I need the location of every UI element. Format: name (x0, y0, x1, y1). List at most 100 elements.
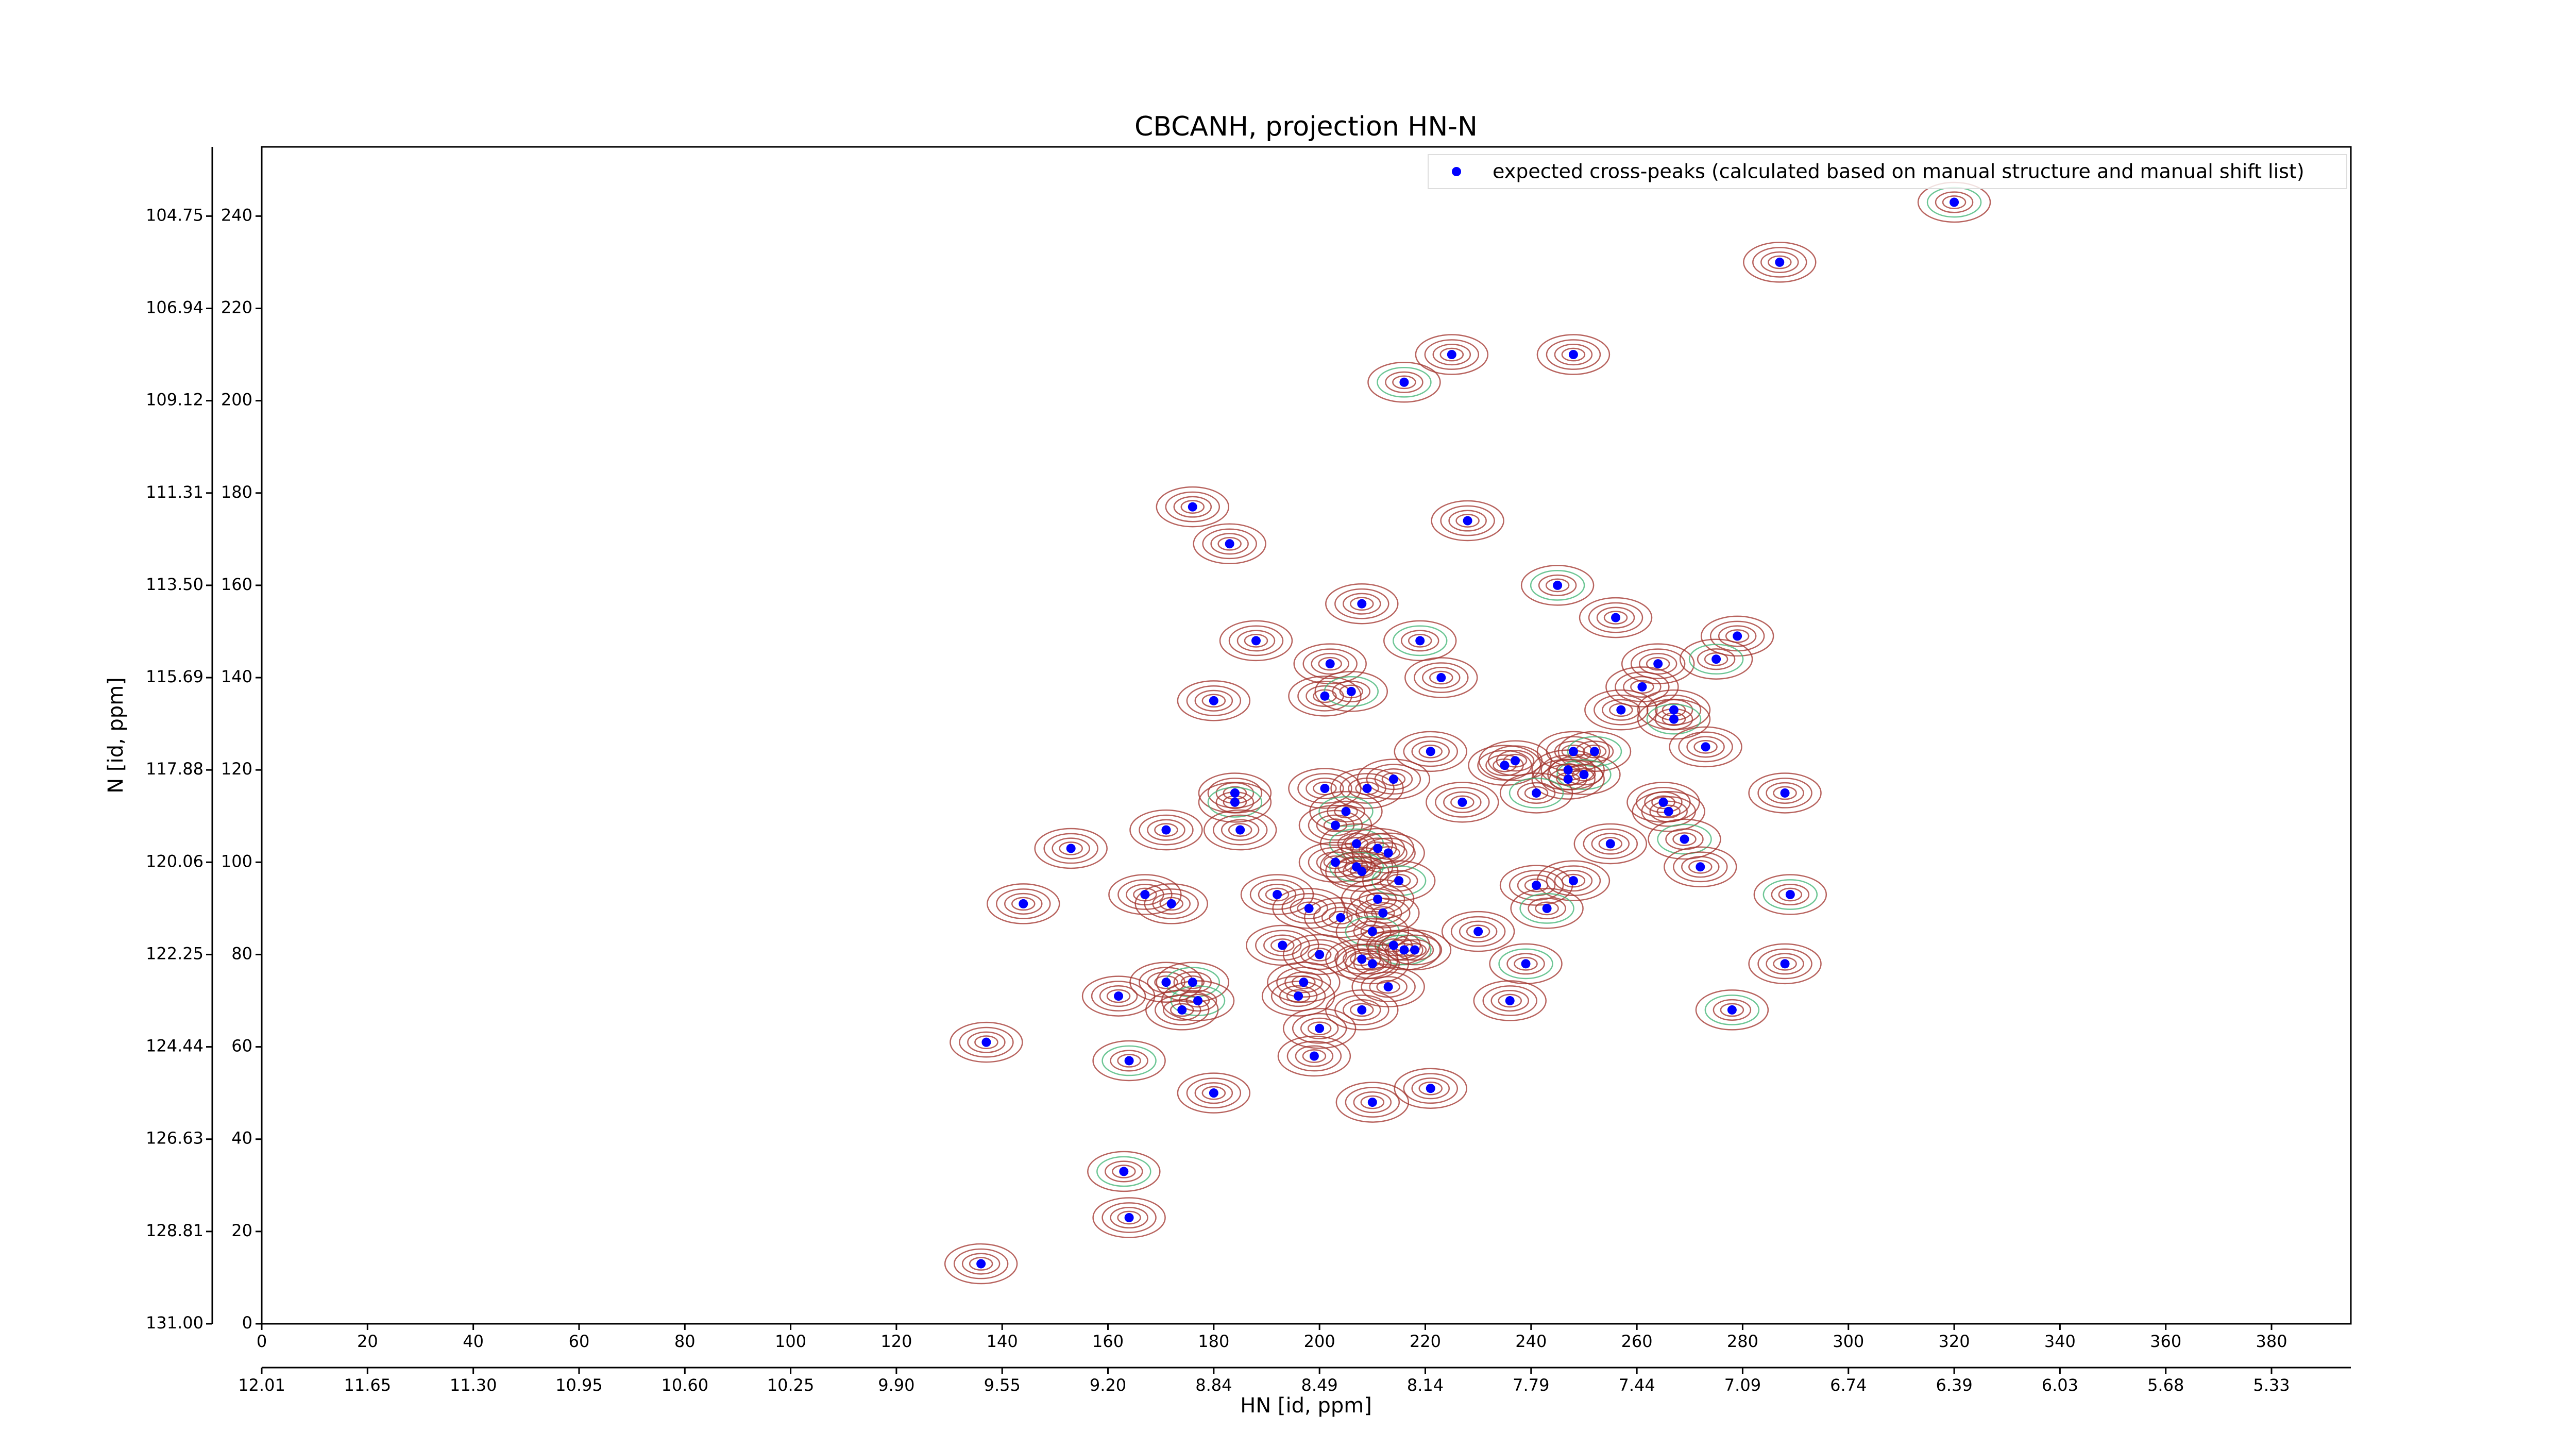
contour (1509, 778, 1564, 808)
contour (1081, 975, 1156, 1017)
y2-tick-label: 113.50 (146, 575, 204, 594)
contour (1448, 510, 1487, 532)
contour (1514, 957, 1538, 971)
contour (1308, 810, 1363, 841)
contour (1392, 625, 1448, 656)
cross-peak (1463, 516, 1472, 526)
contour (1466, 924, 1490, 939)
contour (1664, 846, 1737, 888)
y-tick-label: 220 (221, 297, 252, 317)
contour (1387, 934, 1443, 966)
contour (1194, 689, 1233, 712)
x2-tick-label: 11.30 (450, 1375, 497, 1395)
contour (1355, 897, 1411, 929)
cross-peak (1447, 350, 1456, 360)
x2-tick-label: 10.25 (767, 1375, 815, 1395)
cross-peak (1579, 770, 1589, 780)
cross-peak (1230, 788, 1240, 798)
contour (1236, 630, 1276, 652)
cross-peak (1780, 959, 1790, 969)
y2-tick-label: 109.12 (146, 390, 204, 410)
contour (1482, 985, 1537, 1016)
contour (1139, 814, 1194, 846)
cross-peak (1341, 806, 1351, 816)
x2-tick-label: 6.39 (1936, 1375, 1972, 1395)
contour (1261, 975, 1335, 1017)
cross-peak (1346, 686, 1356, 696)
cross-peak (1320, 691, 1330, 701)
contour (1583, 828, 1638, 860)
contour (1704, 652, 1728, 666)
contour (1536, 334, 1611, 375)
contour (1411, 1077, 1450, 1100)
contour (1293, 643, 1367, 684)
contour (1626, 782, 1700, 823)
cross-peak (1532, 881, 1541, 890)
y-tick-label: 80 (231, 943, 252, 963)
cross-peak (1473, 926, 1483, 936)
x2-tick-label: 12.01 (238, 1375, 285, 1395)
contour (1334, 804, 1358, 819)
cross-peak (1251, 636, 1261, 646)
contour (1443, 791, 1482, 813)
contour (1540, 754, 1596, 786)
cross-peak (1394, 876, 1404, 886)
contour (1201, 694, 1226, 708)
cross-peak (1568, 747, 1578, 756)
contour (1325, 851, 1399, 892)
contour (1207, 778, 1263, 808)
contour (1757, 948, 1812, 980)
contour (1935, 191, 1974, 213)
contour (1034, 828, 1108, 869)
contour (1249, 879, 1305, 910)
contour (1159, 897, 1183, 911)
cross-peak (1511, 756, 1520, 766)
y2-tick-label: 115.69 (146, 667, 204, 686)
contour (1353, 1091, 1392, 1114)
contour (1418, 744, 1443, 759)
cross-peak (1315, 950, 1325, 959)
contour (1561, 744, 1586, 759)
cross-peak (1568, 350, 1578, 360)
cross-peak (1352, 839, 1362, 849)
contour (1292, 939, 1347, 970)
contour (1360, 957, 1385, 971)
contour (1713, 999, 1752, 1021)
contour (944, 1243, 1018, 1285)
contour (1106, 989, 1131, 1003)
contour (1439, 347, 1464, 362)
cross-peak (1230, 797, 1240, 807)
contour (1263, 934, 1302, 956)
contour (1244, 634, 1268, 648)
cross-peak (1696, 862, 1705, 872)
cross-peak (1124, 1212, 1134, 1222)
cross-peak (1664, 806, 1673, 816)
contour (1773, 786, 1797, 800)
contour (1345, 1087, 1400, 1118)
contour (1686, 736, 1725, 758)
contour (1201, 1086, 1226, 1100)
contour (1292, 1013, 1347, 1044)
contour (1403, 1073, 1458, 1104)
x2-tick-label: 9.20 (1090, 1375, 1126, 1395)
contour (1602, 699, 1640, 721)
x2-tick-label: 6.03 (2042, 1375, 2078, 1395)
contour (1411, 740, 1450, 763)
contour (1101, 1202, 1157, 1233)
cross-peak (1362, 784, 1372, 794)
contour (1459, 920, 1498, 942)
cross-peak (1669, 714, 1679, 724)
x2-tick-label: 7.79 (1513, 1375, 1549, 1395)
contour (1173, 496, 1212, 518)
contour (1376, 980, 1400, 994)
contour (1762, 879, 1818, 910)
contour (1052, 837, 1090, 860)
contour (1332, 680, 1371, 702)
cross-peak (1357, 954, 1367, 964)
contour (1117, 1054, 1141, 1068)
y-tick-label: 40 (231, 1128, 252, 1148)
contour (1435, 787, 1490, 818)
contour (1538, 574, 1577, 596)
cross-peak (1605, 839, 1615, 849)
contour (1105, 1160, 1143, 1183)
